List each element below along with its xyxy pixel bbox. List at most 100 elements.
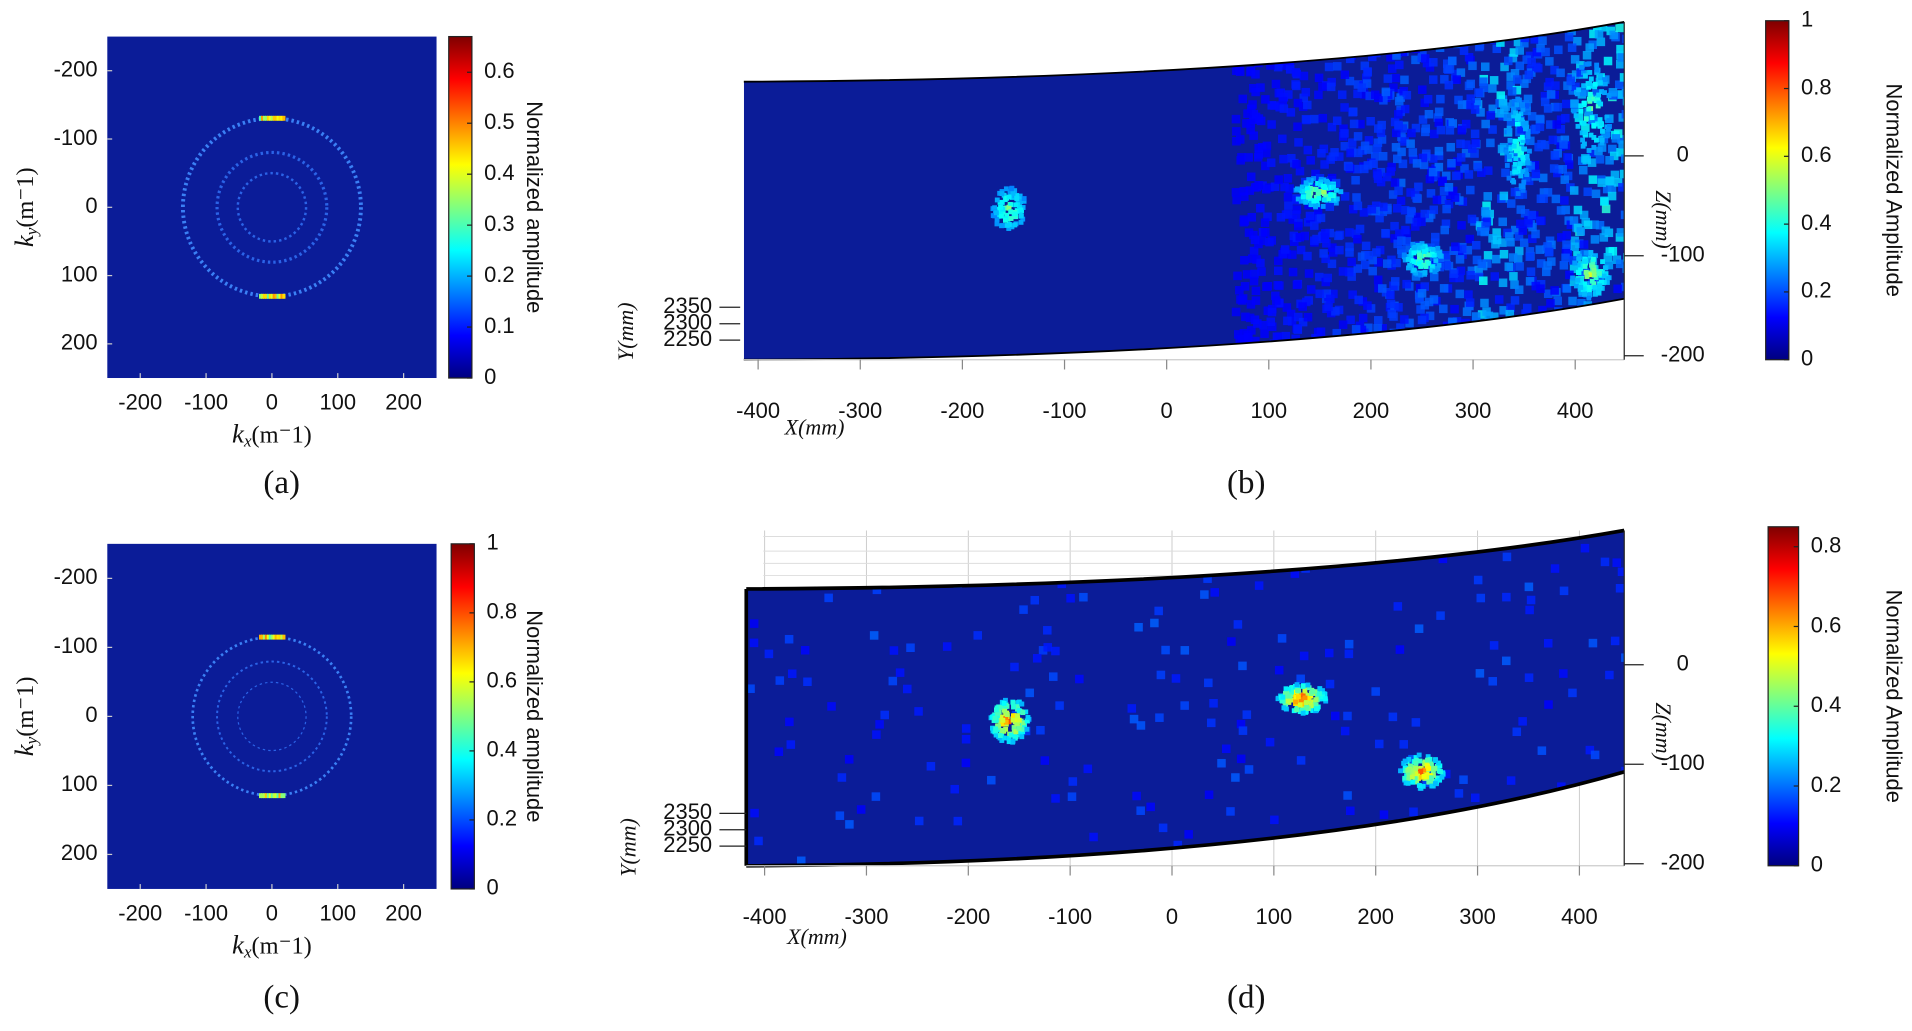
- heat-cell: [1475, 669, 1485, 678]
- heat-cell: [1618, 140, 1625, 149]
- heat-cell: [1508, 253, 1518, 262]
- heat-cell: [1579, 240, 1589, 249]
- heat-cell: [1016, 699, 1022, 705]
- heat-cell: [1553, 168, 1562, 178]
- heat-cell: [1583, 116, 1589, 122]
- heat-cell: [1389, 83, 1398, 92]
- heat-cell: [1492, 334, 1501, 343]
- heat-cell: [1560, 175, 1570, 184]
- heat-cell: [1127, 704, 1137, 713]
- heat-cell: [1014, 721, 1020, 727]
- heat-cell: [1519, 325, 1528, 335]
- heat-cell: [888, 676, 898, 686]
- heat-cell: [1040, 756, 1050, 765]
- heat-cell: [1543, 242, 1552, 251]
- heat-cell: [1588, 175, 1598, 184]
- heat-cell: [1328, 243, 1337, 252]
- heat-cell: [1525, 160, 1531, 166]
- heat-cell: [1535, 216, 1545, 226]
- heat-cell: [1006, 735, 1012, 741]
- heat-cell: [1294, 39, 1303, 49]
- heat-cell: [1402, 775, 1408, 781]
- heat-cell: [1132, 791, 1141, 801]
- heat-cell: [1386, 53, 1395, 62]
- heat-cell: [1623, 175, 1625, 185]
- heat-cell: [1250, 235, 1260, 245]
- heat-cell: [1595, 95, 1601, 101]
- heat-cell: [1603, 56, 1613, 66]
- heat-cell: [1440, 771, 1446, 777]
- heat-cell: [1528, 26, 1537, 36]
- heat-cell: [1011, 704, 1016, 710]
- heat-cell: [800, 645, 810, 655]
- heat-cell: [1520, 187, 1526, 193]
- heat-cell: [1593, 253, 1598, 259]
- panel-caption: (d): [1227, 979, 1265, 1015]
- heat-cell: [1374, 258, 1383, 267]
- heat-cell: [1305, 349, 1314, 358]
- heat-cell: [1457, 244, 1467, 254]
- heat-cell: [1353, 132, 1363, 141]
- heat-cell: [1577, 298, 1586, 308]
- heat-cell: [1428, 761, 1434, 767]
- heat-cell: [1310, 688, 1316, 694]
- heat-cell: [1295, 694, 1301, 700]
- heat-cell: [1017, 196, 1023, 202]
- heat-cell: [1486, 138, 1495, 148]
- heat-cell: [1418, 264, 1424, 269]
- heat-cell: [1554, 307, 1563, 316]
- heat-cell: [1292, 81, 1301, 91]
- heat-cell: [1560, 196, 1569, 205]
- heat-cell: [1560, 135, 1570, 145]
- axis-label: X(mm): [786, 924, 847, 949]
- heat-cell: [1299, 707, 1305, 713]
- heat-cell: [1334, 32, 1343, 41]
- heat-cell: [1415, 771, 1421, 777]
- heat-cell: [1317, 340, 1326, 349]
- heat-cell: [1324, 302, 1333, 312]
- heat-cell: [1426, 766, 1432, 771]
- heat-cell: [1259, 320, 1268, 330]
- heat-cell: [1014, 566, 1024, 576]
- heat-cell: [1401, 225, 1410, 235]
- heat-cell: [1416, 252, 1422, 258]
- heat-cell: [1429, 267, 1435, 273]
- heat-cell: [1335, 152, 1344, 161]
- heat-cell: [1320, 160, 1329, 169]
- heat-cell: [1605, 127, 1611, 132]
- heat-cell: [1429, 272, 1439, 282]
- heat-cell: [1428, 167, 1438, 177]
- heat-cell: [1576, 87, 1582, 93]
- heat-cell: [1391, 128, 1401, 138]
- heat-cell: [1300, 683, 1306, 689]
- heat-cell: [1397, 22, 1406, 31]
- heat-cell: [1524, 346, 1534, 356]
- heat-cell: [1599, 279, 1604, 285]
- heat-cell: [1427, 756, 1433, 762]
- heat-cell: [997, 733, 1003, 738]
- heat-cell: [1310, 236, 1319, 245]
- heat-cell: [1386, 167, 1395, 176]
- heat-cell: [1456, 139, 1465, 149]
- heat-cell: [1446, 142, 1455, 152]
- heat-cell: [1523, 94, 1533, 104]
- colorbar-tick-label: 0.1: [484, 313, 514, 338]
- x-tick-label: -100: [1043, 398, 1087, 423]
- heat-cell: [1399, 740, 1409, 749]
- ring-spot: [262, 634, 266, 640]
- heat-cell: [1570, 242, 1579, 251]
- heat-cell: [1436, 94, 1445, 104]
- heat-cell: [1244, 153, 1253, 162]
- heat-cell: [1607, 317, 1617, 327]
- heat-cell: [1180, 701, 1189, 710]
- heat-cell: [1306, 177, 1312, 183]
- heat-cell: [1308, 703, 1314, 709]
- heat-cell: [1405, 318, 1414, 328]
- heat-cell: [1464, 290, 1473, 299]
- heat-cell: [1014, 713, 1020, 719]
- heat-cell: [1454, 95, 1463, 105]
- heat-cell: [1420, 245, 1426, 251]
- heat-cell: [1227, 637, 1236, 646]
- heat-cell: [1586, 295, 1592, 301]
- heat-cell: [1251, 336, 1260, 346]
